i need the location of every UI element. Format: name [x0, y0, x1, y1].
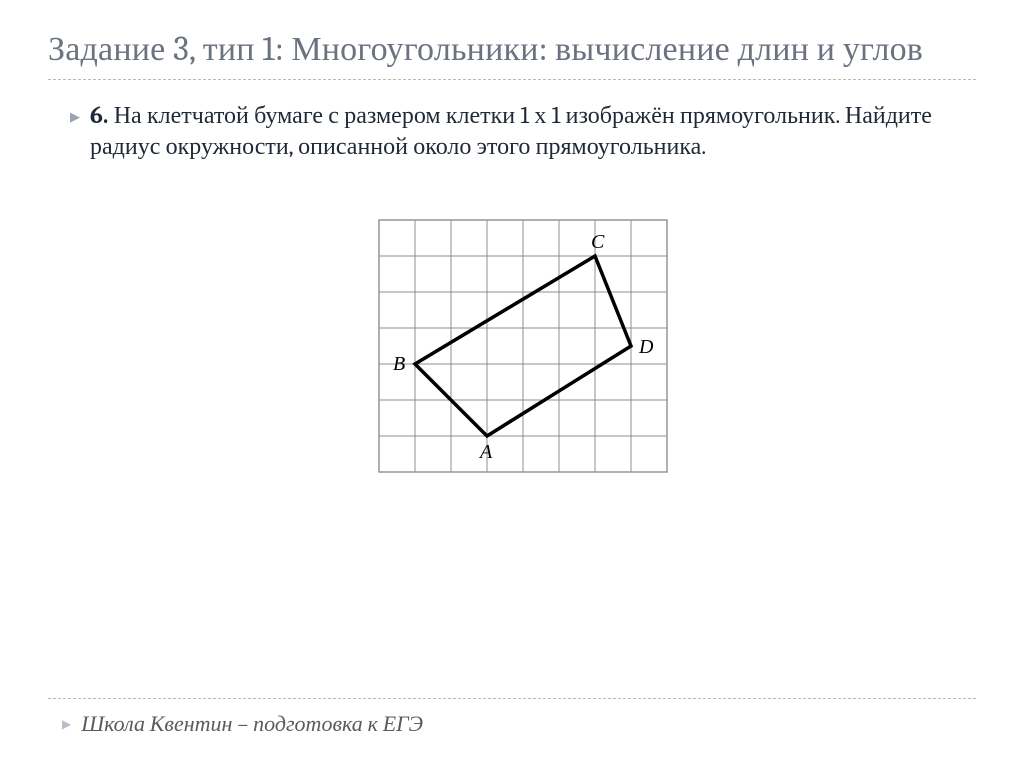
- footer-divider: [48, 698, 976, 699]
- title-block: Задание 3, тип 1: Многоугольники: вычисл…: [48, 28, 976, 80]
- footer: ▶ Школа Квентин – подготовка к ЕГЭ: [62, 711, 423, 737]
- vertex-label-B: B: [393, 353, 405, 375]
- problem-body: На клетчатой бумаге с размером клетки 1 …: [90, 101, 932, 160]
- body-area: ▶ 6. На клетчатой бумаге с размером клет…: [48, 86, 976, 500]
- problem-row: ▶ 6. На клетчатой бумаге с размером клет…: [70, 100, 976, 162]
- vertex-label-D: D: [638, 336, 654, 358]
- figure-svg: A B C D: [351, 192, 695, 500]
- slide-title: Задание 3, тип 1: Многоугольники: вычисл…: [48, 28, 976, 71]
- footer-text: Школа Квентин – подготовка к ЕГЭ: [81, 711, 423, 737]
- problem-text: 6. На клетчатой бумаге с размером клетки…: [90, 100, 950, 162]
- figure-container: A B C D: [70, 192, 976, 500]
- vertex-label-A: A: [478, 441, 493, 463]
- footer-bullet-icon: ▶: [62, 717, 71, 731]
- vertex-label-C: C: [591, 231, 605, 253]
- title-divider: [48, 79, 976, 80]
- grid-figure: A B C D: [351, 192, 695, 500]
- bullet-icon: ▶: [70, 100, 80, 133]
- problem-number: 6.: [90, 101, 108, 129]
